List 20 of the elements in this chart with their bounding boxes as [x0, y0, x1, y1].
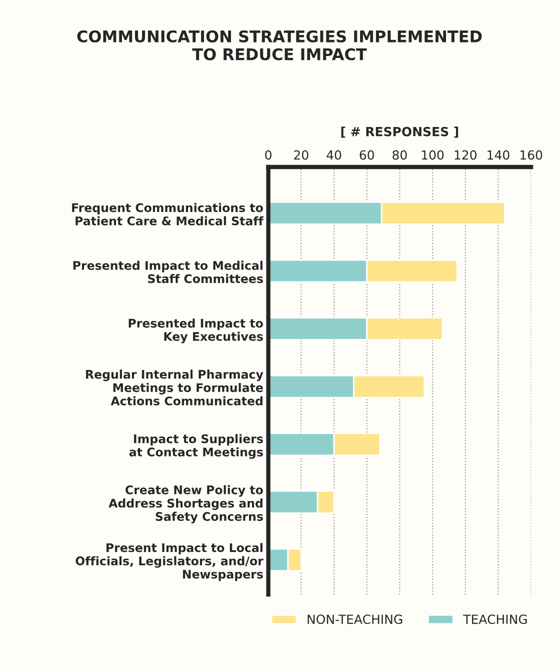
- x-tick-label: 40: [326, 150, 342, 160]
- x-tick-label: 100: [422, 150, 444, 160]
- x-axis-title: [ # RESPONSES ]: [341, 126, 458, 138]
- legend-label: NON-TEACHING: [308, 614, 402, 624]
- y-tick-label: Impact to Suppliers at Contact Meetings: [129, 434, 263, 459]
- x-tick-label: 20: [294, 150, 308, 160]
- x-tick-label: 60: [360, 150, 374, 160]
- y-tick-label: Regular Internal Pharmacy Meetings to Formulate Actions Communicated: [86, 370, 264, 406]
- y-tick-label: Frequent Communications to Patient Care & Medical Staff: [72, 203, 264, 226]
- x-tick-label: 80: [392, 150, 407, 160]
- y-tick-label: Presented Impact to Medical Staff Committees: [73, 260, 263, 284]
- chart-title: COMMUNICATION STRATEGIES IMPLEMENTED TO REDUCE IMPACT: [77, 30, 482, 60]
- y-tick-label: Presented Impact to Key Executives: [128, 318, 263, 344]
- y-tick-label: Create New Policy to Address Shortages and Safety Concerns: [108, 485, 263, 524]
- x-tick-label: 160: [520, 150, 542, 160]
- x-tick-label: 140: [488, 150, 510, 160]
- y-tick-label: Present Impact to Local Officials, Legislators, and/or Newspapers: [76, 543, 264, 581]
- x-tick-label: 0: [265, 150, 272, 160]
- x-tick-label: 120: [454, 150, 476, 160]
- legend-label: TEACHING: [463, 614, 527, 624]
